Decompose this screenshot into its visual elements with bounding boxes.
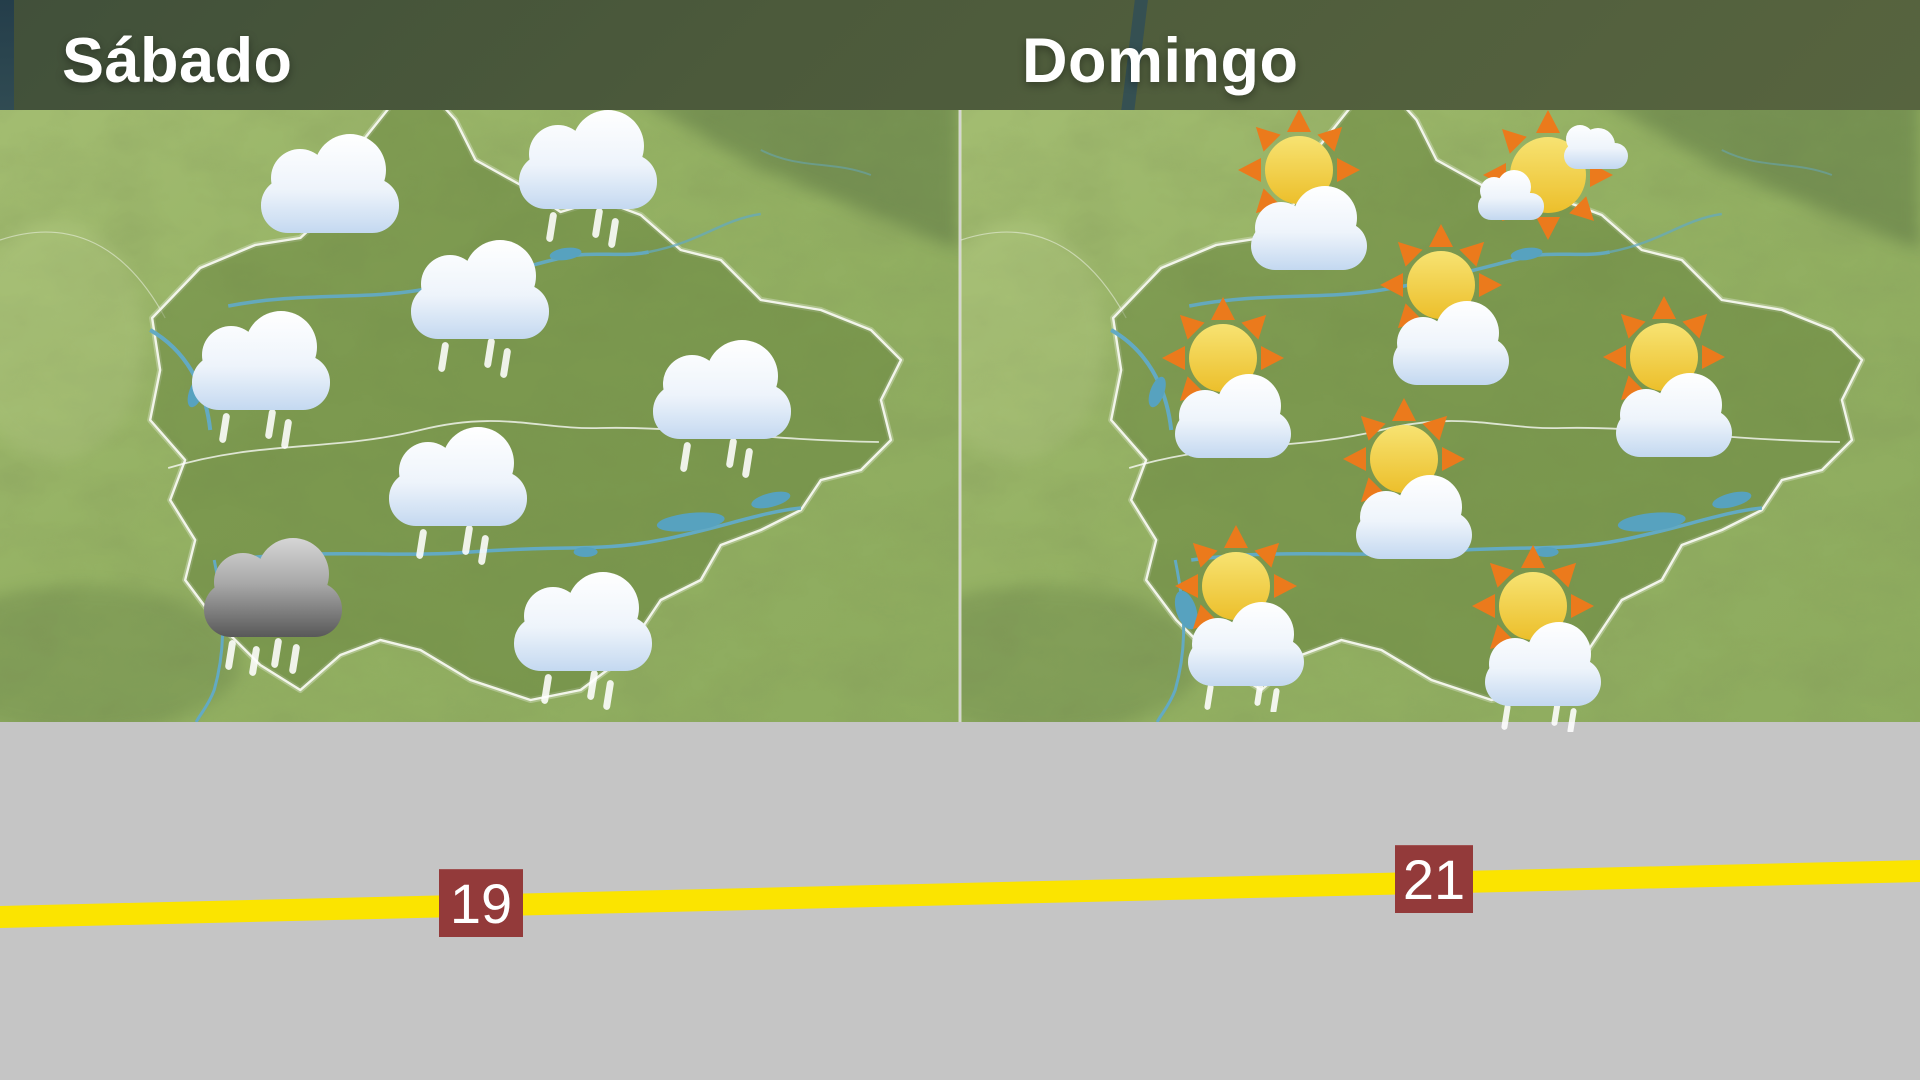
sun-two-clouds-icon	[1466, 103, 1636, 263]
temp-value-saturday: 19	[449, 871, 513, 935]
dark-cloud-rain-icon	[193, 522, 353, 697]
sun-cloud-glyph	[1238, 109, 1367, 270]
cloud-rain-glyph	[192, 311, 330, 449]
temp-value-sunday: 21	[1402, 847, 1466, 911]
sun-cloud-glyph	[1603, 296, 1732, 457]
day-header-band: Sábado Domingo	[0, 0, 1920, 110]
map-shadow-streak-left	[0, 0, 14, 110]
sun-cloud-glyph	[1380, 224, 1509, 385]
sun-cloud-icon	[1143, 294, 1313, 489]
map-panel-saturday	[0, 0, 959, 722]
sun-cloud-icon	[1584, 293, 1754, 488]
cloud-rain-icon	[508, 94, 668, 269]
terrain-map	[0, 0, 959, 722]
weather-icons-layer	[181, 94, 1754, 734]
temp-badge-saturday: 19	[439, 869, 523, 937]
temperature-strip	[0, 722, 1920, 1080]
cloud-rain-icon	[400, 224, 560, 399]
day-title-saturday: Sábado	[62, 26, 293, 96]
cloud-glyph	[261, 134, 399, 233]
cloud-rain-glyph	[653, 340, 791, 478]
cloud-rain-icon	[503, 556, 663, 731]
sun-cloud-icon	[1219, 106, 1389, 301]
dark-cloud-rain-glyph	[204, 538, 342, 676]
sun-two-clouds-glyph	[1478, 110, 1628, 240]
sun-cloud-glyph	[1162, 297, 1291, 458]
cloud-rain-glyph	[519, 110, 657, 248]
panel-divider	[958, 110, 962, 722]
sun-cloud-icon	[1361, 221, 1531, 416]
cloud-rain-icon	[181, 295, 341, 470]
cloud-rain-icon	[642, 324, 802, 499]
sun-cloud-rain-icon	[1156, 522, 1326, 717]
cloud-rain-icon	[378, 411, 538, 586]
cloud-rain-glyph	[514, 572, 652, 710]
cloud-rain-glyph	[411, 240, 549, 378]
sun-cloud-rain-icon	[1453, 542, 1623, 737]
temp-badge-sunday: 21	[1395, 845, 1473, 913]
cloud-rain-glyph	[389, 427, 527, 565]
day-title-sunday: Domingo	[1022, 26, 1299, 96]
sun-cloud-icon	[1324, 395, 1494, 590]
sun-cloud-rain-glyph	[1175, 525, 1304, 714]
sun-cloud-glyph	[1343, 398, 1472, 559]
sun-cloud-rain-glyph	[1472, 545, 1601, 734]
cloud-icon	[250, 118, 410, 293]
